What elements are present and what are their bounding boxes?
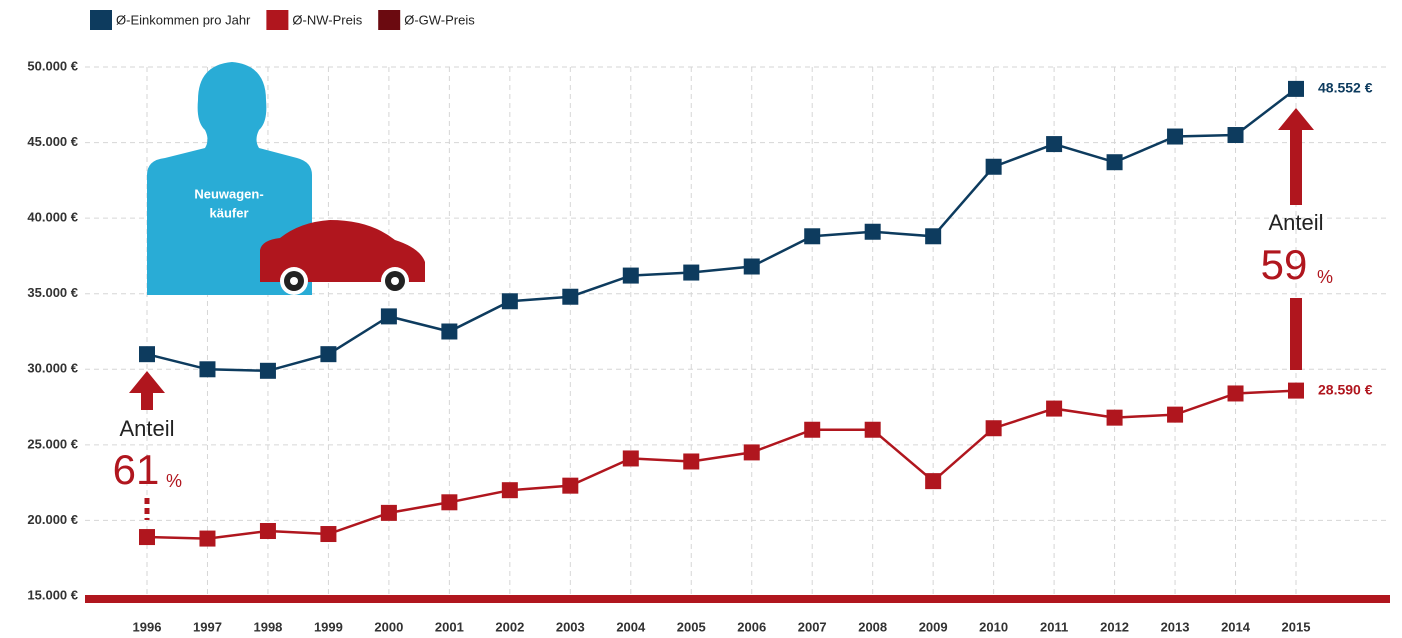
legend-label: Ø-GW-Preis [404,12,475,27]
data-point [623,450,639,466]
annotation-value: 59 [1261,241,1308,288]
data-point [502,293,518,309]
x-tick-label: 2007 [798,619,827,634]
data-point [1107,410,1123,426]
y-tick-label: 20.000 € [27,512,78,527]
data-point [1046,136,1062,152]
y-tick-label: 50.000 € [27,58,78,73]
data-point [804,422,820,438]
y-tick-label: 40.000 € [27,210,78,225]
annotation-label: Anteil [119,416,174,441]
data-point [1228,385,1244,401]
data-point [683,265,699,281]
annotation-label: Anteil [1268,210,1323,235]
y-tick-label: 45.000 € [27,134,78,149]
data-point [1107,154,1123,170]
legend-label: Ø-NW-Preis [292,12,362,27]
data-point [260,363,276,379]
data-point [381,505,397,521]
x-tick-label: 2009 [919,619,948,634]
illustration: Neuwagen- käufer [147,62,425,295]
data-point [1046,401,1062,417]
data-point [925,473,941,489]
y-tick-label: 25.000 € [27,436,78,451]
data-point [865,422,881,438]
y-tick-label: 35.000 € [27,285,78,300]
x-tick-label: 2012 [1100,619,1129,634]
value-label: 28.590 € [1318,381,1373,397]
x-tick-label: 2006 [737,619,766,634]
data-point [320,346,336,362]
x-tick-label: 1999 [314,619,343,634]
data-point [1167,129,1183,145]
data-point [139,529,155,545]
data-point [562,478,578,494]
legend-swatch [266,10,288,30]
data-point [562,289,578,305]
illustration-label: käufer [209,205,248,220]
data-point [1288,81,1304,97]
data-point [865,224,881,240]
data-point [1288,383,1304,399]
data-point [925,228,941,244]
x-tick-label: 1997 [193,619,222,634]
data-point [623,268,639,284]
x-tick-label: 2005 [677,619,706,634]
value-label: 48.552 € [1318,80,1373,96]
data-point [441,324,457,340]
data-point [986,159,1002,175]
data-point [683,453,699,469]
x-tick-label: 2001 [435,619,464,634]
x-tick-label: 2013 [1161,619,1190,634]
legend-swatch [378,10,400,30]
annotation-unit: % [1317,267,1333,287]
x-tick-label: 2003 [556,619,585,634]
data-point [744,259,760,275]
data-point [320,526,336,542]
data-point [381,308,397,324]
data-point [744,444,760,460]
x-tick-label: 2008 [858,619,887,634]
data-point [199,531,215,547]
data-point [804,228,820,244]
x-tick-label: 2015 [1282,619,1311,634]
x-tick-label: 2011 [1040,619,1068,634]
y-tick-label: 15.000 € [27,587,78,602]
annotation-unit: % [166,471,182,491]
legend-swatch [90,10,112,30]
chart: Neuwagen- käufer Anteil 61 % Anteil 59 %… [0,0,1402,638]
x-tick-label: 2002 [495,619,524,634]
x-tick-label: 2004 [616,619,646,634]
data-point [1228,127,1244,143]
data-point [441,494,457,510]
x-tick-label: 1998 [253,619,282,634]
legend-label: Ø-Einkommen pro Jahr [116,12,251,27]
data-point [1167,407,1183,423]
data-point [502,482,518,498]
y-tick-label: 30.000 € [27,361,78,376]
series-line [147,391,1296,539]
x-tick-label: 1996 [133,619,162,634]
data-point [139,346,155,362]
annotation-value: 61 [113,446,160,493]
data-point [199,361,215,377]
x-tick-label: 2014 [1221,619,1251,634]
illustration-label: Neuwagen- [194,186,263,201]
data-point [260,523,276,539]
x-tick-label: 2010 [979,619,1008,634]
x-tick-label: 2000 [374,619,403,634]
data-point [986,420,1002,436]
